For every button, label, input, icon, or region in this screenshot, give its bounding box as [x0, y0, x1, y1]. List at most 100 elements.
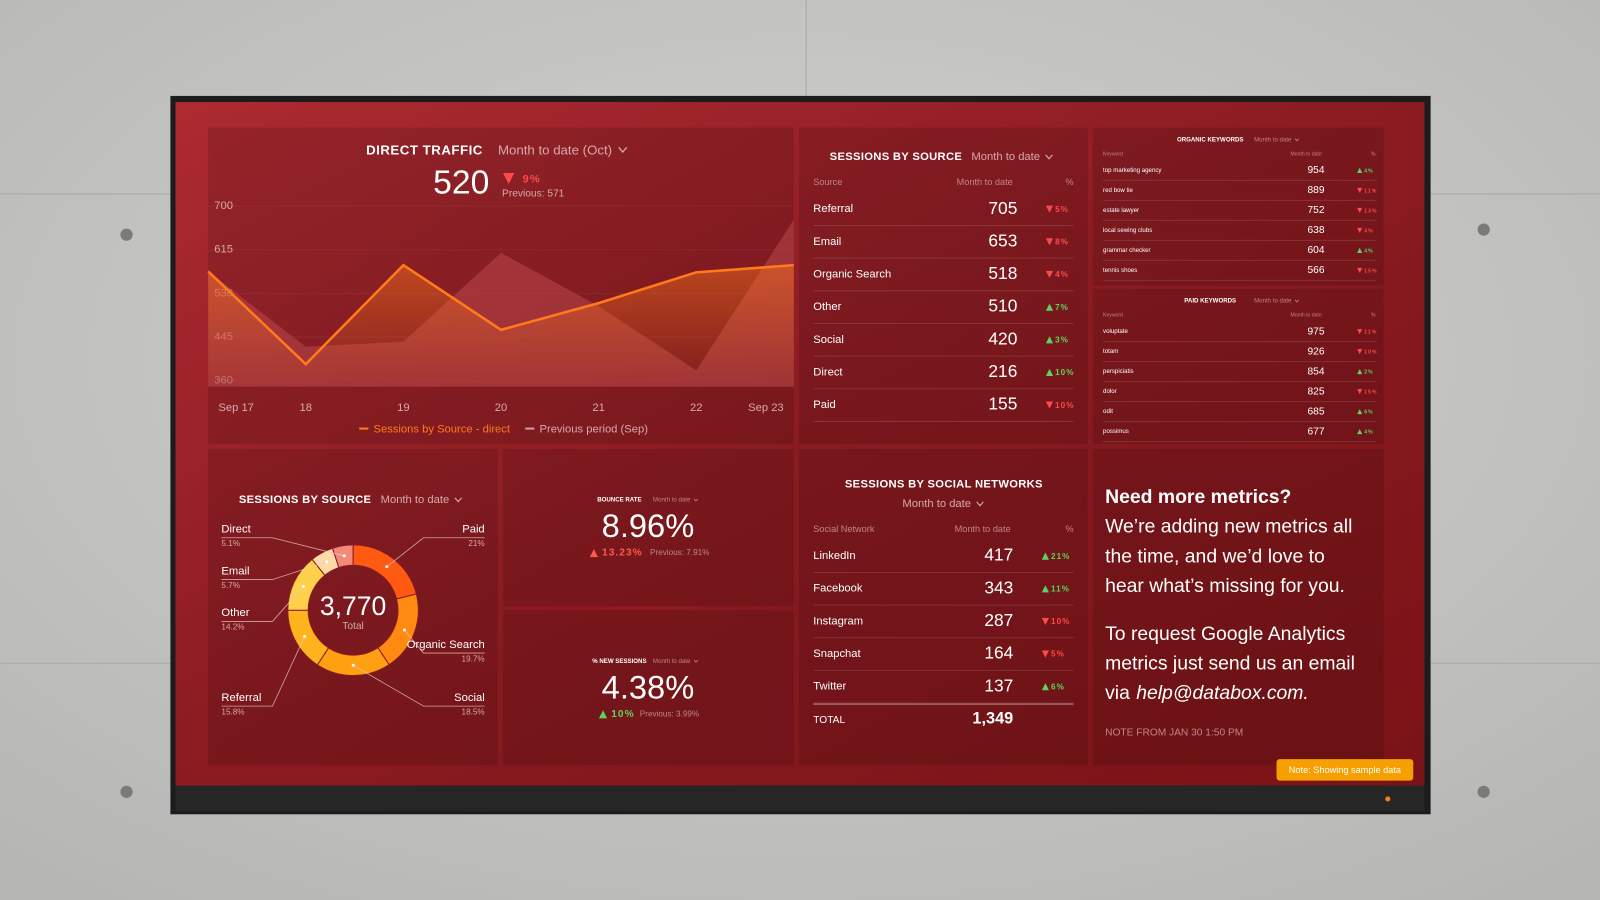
row-change: 11%: [1364, 329, 1377, 335]
row-change: 10%: [1055, 401, 1074, 410]
row-label: Direct: [813, 366, 843, 378]
column-header: Month to date: [955, 524, 1011, 534]
row-value: 825: [1307, 386, 1324, 397]
leader-dot: [342, 554, 346, 558]
promo-note: NOTE FROM JAN 30 1:50 PM: [1105, 727, 1243, 738]
promo-heading: Need more metrics?: [1105, 486, 1291, 508]
change-arrow: [1045, 336, 1054, 344]
donut-label: Organic Search: [407, 639, 485, 651]
x-tick-label: 21: [592, 402, 604, 414]
column-header: Keyword: [1103, 151, 1123, 157]
period-selector: Month to date: [1254, 136, 1292, 143]
change-arrow: [589, 548, 598, 558]
screen: [175, 102, 1425, 786]
column-header: Source: [813, 177, 842, 187]
row-change: 5%: [1055, 205, 1069, 214]
leader-line: [386, 537, 485, 567]
row-value: 216: [988, 361, 1017, 381]
kpi-change: 9%: [522, 174, 540, 186]
x-tick-label: 18: [300, 402, 312, 414]
row-value: 566: [1307, 265, 1324, 276]
panel-title: % NEW SESSIONS: [592, 658, 646, 665]
kpi-previous: Previous: 7.91%: [650, 548, 709, 557]
kpi-change: 10%: [611, 709, 634, 720]
row-value: 510: [988, 296, 1017, 316]
row-change: 8%: [1055, 238, 1069, 247]
donut-label: Paid: [462, 524, 484, 536]
row-label: tennis shoes: [1103, 267, 1137, 274]
row-value: 604: [1307, 245, 1324, 256]
row-value: 155: [988, 394, 1017, 414]
kpi-previous: Previous: 571: [502, 189, 565, 200]
change-arrow: [1357, 349, 1363, 355]
change-arrow: [1357, 369, 1363, 375]
row-change: 6%: [1364, 409, 1373, 415]
row-value: 420: [988, 328, 1017, 348]
leader-line: [404, 629, 485, 654]
column-header: Month to date: [1291, 151, 1322, 157]
row-change: 11%: [1364, 188, 1377, 194]
bolt: [1477, 785, 1490, 798]
change-arrow: [1357, 389, 1363, 395]
row-label: totam: [1103, 348, 1118, 355]
x-tick-label: 20: [495, 402, 507, 414]
row-change: 4%: [1364, 248, 1373, 254]
row-label: red bow tie: [1103, 187, 1133, 194]
leader-line: [221, 561, 327, 580]
row-label: Social: [813, 334, 844, 346]
row-label: Paid: [813, 399, 835, 411]
promo-text: via: [1105, 682, 1130, 704]
tv-bezel: [175, 785, 1425, 812]
sample-badge-text: Note: Showing sample data: [1289, 765, 1402, 775]
row-change: 4%: [1055, 270, 1069, 279]
change-arrow: [1357, 267, 1363, 273]
donut-segment: [331, 544, 354, 569]
dropdown-chevron: [618, 146, 628, 154]
change-arrow: [1357, 167, 1363, 173]
change-arrow: [1041, 683, 1049, 691]
change-arrow: [1357, 409, 1363, 415]
change-arrow: [1357, 247, 1363, 253]
panel: [1092, 127, 1384, 286]
promo-text: We’re adding new metrics all: [1105, 516, 1352, 538]
leader-dot: [402, 628, 407, 632]
change-arrow: [598, 710, 608, 719]
period-selector: Month to date: [1254, 298, 1292, 305]
row-label: odit: [1103, 408, 1113, 415]
column-header: %: [1065, 524, 1073, 534]
donut-value-label: 5.7%: [221, 581, 240, 590]
kpi-value: 8.96%: [602, 507, 695, 544]
kpi-value: 520: [433, 165, 489, 202]
period-selector: Month to date: [902, 498, 971, 510]
leader-dot: [351, 663, 355, 667]
y-tick-label: 615: [214, 244, 233, 256]
row-value: 685: [1307, 406, 1324, 417]
row-change: 3%: [1055, 335, 1069, 344]
row-label: estate lawyer: [1103, 207, 1139, 214]
donut-total-label: Total: [342, 621, 364, 632]
legend-label: Previous period (Sep): [539, 424, 648, 436]
panel: [798, 127, 1088, 444]
panel: [208, 448, 498, 766]
row-value: 854: [1307, 366, 1324, 377]
change-arrow: [1045, 205, 1054, 213]
column-header: %: [1065, 177, 1073, 187]
column-header: %: [1371, 151, 1376, 157]
line: [207, 263, 794, 366]
power-led: [1385, 796, 1391, 802]
row-label: top marketing agency: [1103, 167, 1162, 174]
promo-text: To request Google Analytics: [1105, 623, 1345, 645]
kpi-value: 4.38%: [602, 668, 695, 705]
change-arrow: [1357, 429, 1363, 435]
row-label: perspiciatis: [1103, 368, 1134, 375]
row-label: Twitter: [813, 681, 846, 693]
kpi-previous: Previous: 3.99%: [640, 709, 699, 718]
row-value: 343: [984, 577, 1013, 597]
y-tick-label: 700: [214, 200, 233, 212]
dropdown-chevron: [693, 498, 699, 502]
row-label: Referral: [813, 203, 853, 215]
x-tick-label: 22: [690, 402, 702, 414]
period-selector: Month to date: [381, 494, 450, 506]
dropdown-chevron: [976, 501, 984, 507]
